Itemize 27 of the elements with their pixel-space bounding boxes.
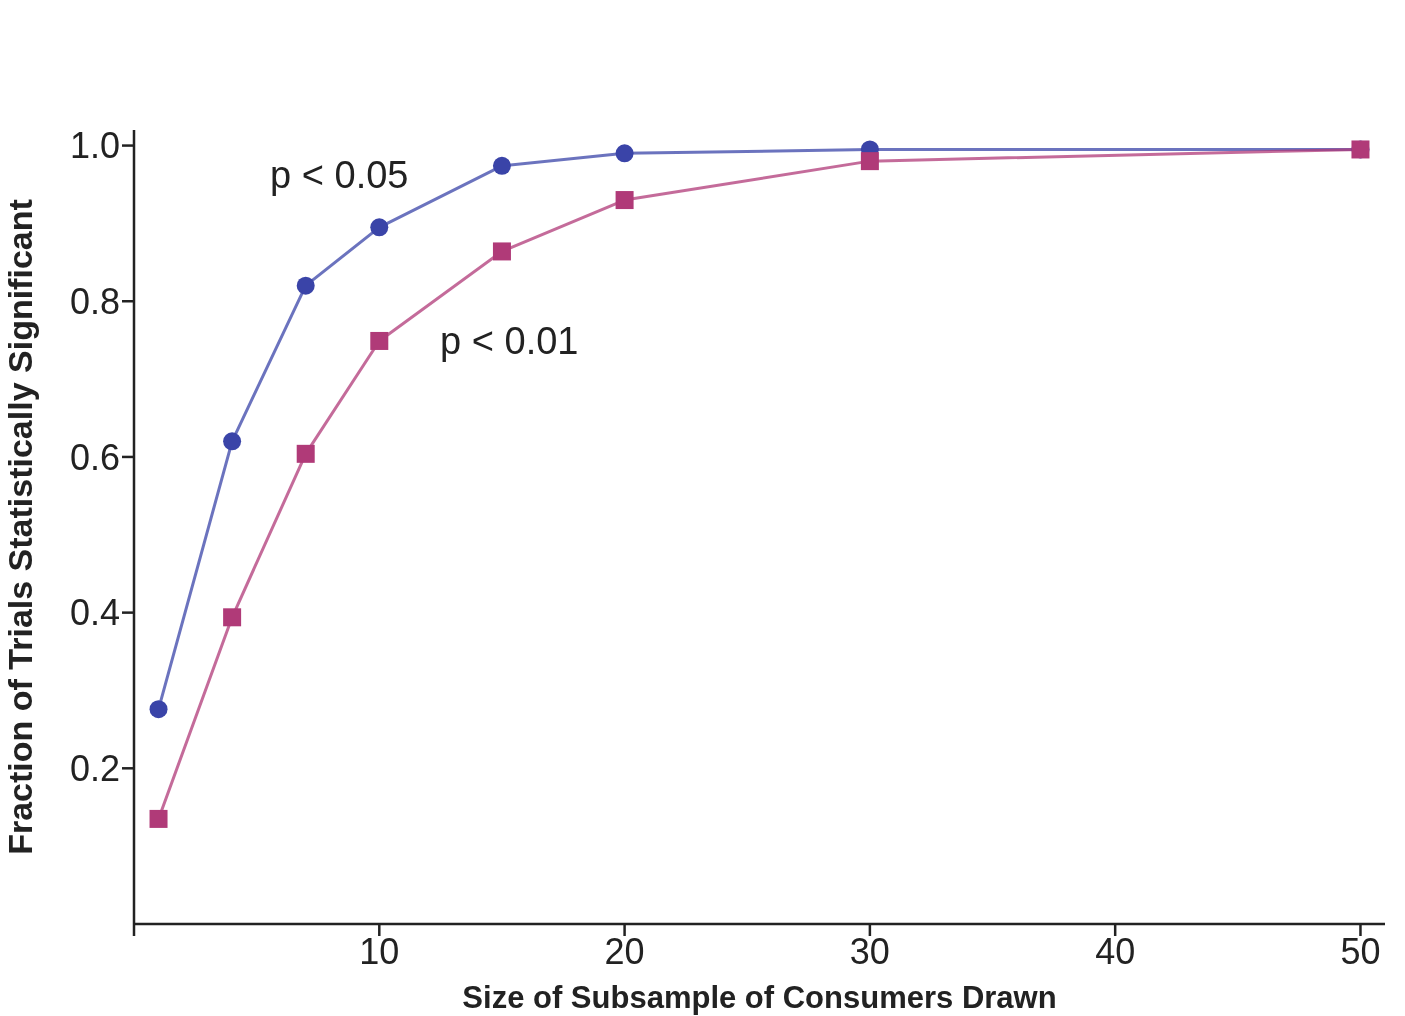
y-axis-title: Fraction of Trials Statistically Significant (1, 199, 40, 855)
point (296, 444, 315, 463)
point (615, 144, 634, 163)
x-tick-label: 20 (604, 930, 645, 972)
point (370, 331, 389, 350)
series-label: p < 0.05 (270, 154, 409, 197)
point (492, 242, 511, 261)
x-tick-label: 30 (849, 930, 890, 972)
y-tick-label: 0.4 (69, 592, 120, 634)
x-tick-label: 40 (1095, 930, 1136, 972)
x-tick-label: 50 (1340, 930, 1381, 972)
series-label: p < 0.01 (440, 319, 579, 362)
point (615, 191, 634, 210)
point (492, 156, 511, 175)
y-tick-label: 0.8 (69, 281, 120, 323)
point (149, 809, 168, 828)
point (296, 276, 315, 295)
y-tick-label: 0.6 (69, 436, 120, 478)
y-tick-label: 0.2 (69, 748, 120, 790)
point (223, 608, 242, 627)
point (370, 218, 389, 237)
point (223, 432, 242, 451)
point (149, 700, 168, 719)
y-tick-label: 1.0 (69, 125, 120, 167)
point (860, 152, 879, 171)
x-tick-label: 10 (359, 930, 400, 972)
x-axis-title: Size of Subsample of Consumers Drawn (462, 980, 1057, 1016)
